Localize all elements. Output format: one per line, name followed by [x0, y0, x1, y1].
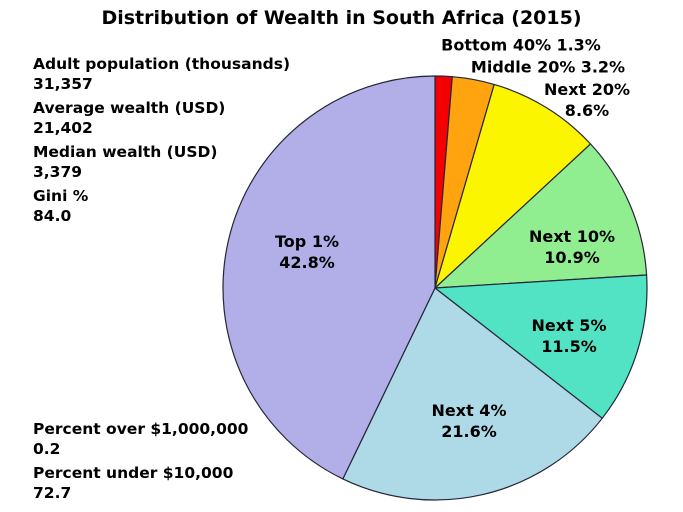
stat-value: 84.0 — [33, 207, 72, 225]
slice-value: 11.5% — [541, 337, 597, 356]
pie-label-next-4: Next 4% 21.6% — [432, 400, 507, 442]
stats-top-block: Adult population (thousands) 31,357 Aver… — [33, 54, 290, 230]
stat-value: 72.7 — [33, 484, 72, 502]
stat-label: Gini % — [33, 187, 89, 205]
slice-value: 21.6% — [441, 422, 497, 441]
slice-name: Next 5% — [531, 316, 607, 335]
slice-value: 8.6% — [564, 101, 610, 120]
pie-slice-next-10- — [434, 143, 648, 289]
stat-value: 21,402 — [33, 119, 93, 137]
stat-gini: Gini % 84.0 — [33, 186, 290, 226]
slice-name: Top 1% — [275, 232, 339, 251]
pie-label-bottom-40: Bottom 40% 1.3% — [441, 35, 601, 56]
slice-value: 1.3% — [556, 35, 601, 55]
pie-slice-next-5- — [434, 274, 648, 419]
stat-median-wealth: Median wealth (USD) 3,379 — [33, 142, 290, 182]
stat-value: 3,379 — [33, 163, 83, 181]
stat-percent-under-10k: Percent under $10,000 72.7 — [33, 463, 248, 503]
slice-name: Next 20% — [543, 80, 631, 99]
stat-label: Percent under $10,000 — [33, 464, 234, 482]
stat-label: Average wealth (USD) — [33, 99, 226, 117]
slice-value: 42.8% — [279, 253, 335, 272]
slice-name: Middle 20% — [470, 57, 576, 77]
stats-bottom-block: Percent over $1,000,000 0.2 Percent unde… — [33, 419, 248, 507]
slice-value: 10.9% — [544, 248, 600, 267]
stat-percent-over-1m: Percent over $1,000,000 0.2 — [33, 419, 248, 459]
stat-label: Median wealth (USD) — [33, 143, 218, 161]
slice-name: Next 4% — [431, 401, 507, 420]
slice-value: 3.2% — [580, 57, 626, 77]
pie-label-next-10: Next 10% 10.9% — [529, 226, 615, 268]
stat-value: 0.2 — [33, 440, 61, 458]
pie-label-middle-20: Middle 20% 3.2% — [471, 57, 625, 78]
pie-slice-top-1- — [222, 75, 436, 480]
pie-label-next-5: Next 5% 11.5% — [532, 315, 607, 357]
stat-value: 31,357 — [33, 75, 93, 93]
stat-label: Adult population (thousands) — [33, 55, 291, 73]
pie-slice-next-4- — [342, 287, 603, 501]
stat-adult-population: Adult population (thousands) 31,357 — [33, 54, 290, 94]
slice-name: Next 10% — [528, 227, 616, 246]
stat-average-wealth: Average wealth (USD) 21,402 — [33, 98, 290, 138]
pie-label-top-1: Top 1% 42.8% — [275, 231, 339, 273]
stat-label: Percent over $1,000,000 — [33, 420, 249, 438]
chart-title: Distribution of Wealth in South Africa (… — [101, 7, 582, 29]
pie-label-next-20: Next 20% 8.6% — [544, 79, 630, 121]
pie-slice-next-20- — [434, 83, 592, 289]
slice-name: Bottom 40% — [441, 35, 552, 55]
